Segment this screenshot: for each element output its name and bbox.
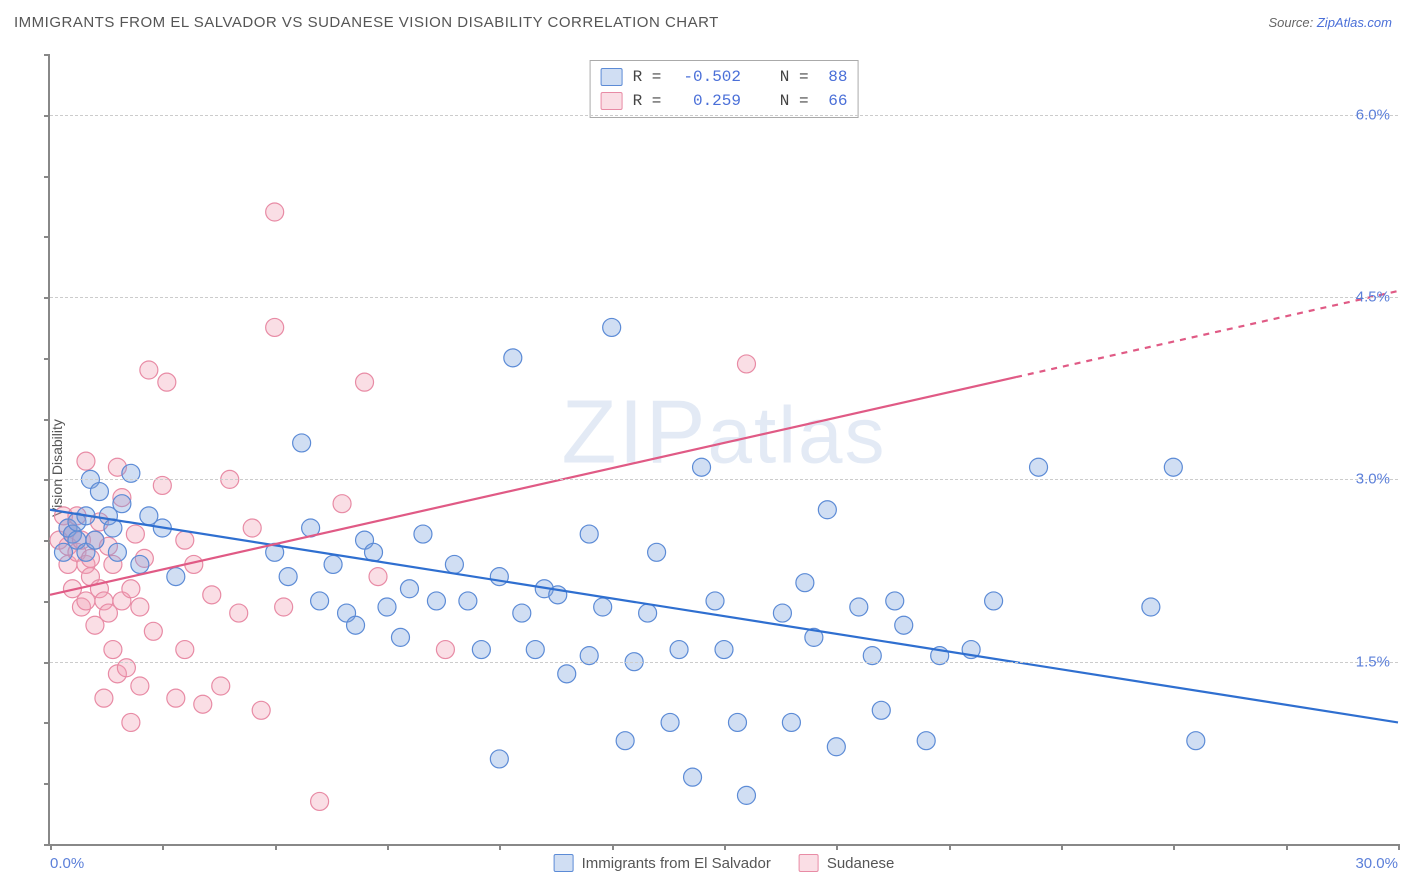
source-link[interactable]: ZipAtlas.com	[1317, 15, 1392, 30]
source-prefix: Source:	[1268, 15, 1316, 30]
y-tick-label: 6.0%	[1356, 106, 1390, 123]
source-attribution: Source: ZipAtlas.com	[1268, 15, 1392, 30]
legend-swatch-blue	[554, 854, 574, 872]
chart-plot-area: ZIPatlas R = -0.502 N = 88 R = 0.259 N =…	[48, 54, 1398, 846]
legend-item-blue: Immigrants from El Salvador	[554, 854, 771, 872]
y-tick-label: 3.0%	[1356, 471, 1390, 488]
x-tick-label: 30.0%	[1355, 855, 1398, 872]
legend-swatch-pink	[799, 854, 819, 872]
legend-label-blue: Immigrants from El Salvador	[582, 855, 771, 872]
legend-item-pink: Sudanese	[799, 854, 895, 872]
legend-series: Immigrants from El Salvador Sudanese	[554, 854, 895, 872]
y-tick-label: 4.5%	[1356, 289, 1390, 306]
y-tick-label: 1.5%	[1356, 653, 1390, 670]
legend-label-pink: Sudanese	[827, 855, 895, 872]
chart-title: IMMIGRANTS FROM EL SALVADOR VS SUDANESE …	[14, 14, 719, 31]
x-tick-label: 0.0%	[50, 855, 84, 872]
chart-svg	[50, 54, 1398, 844]
